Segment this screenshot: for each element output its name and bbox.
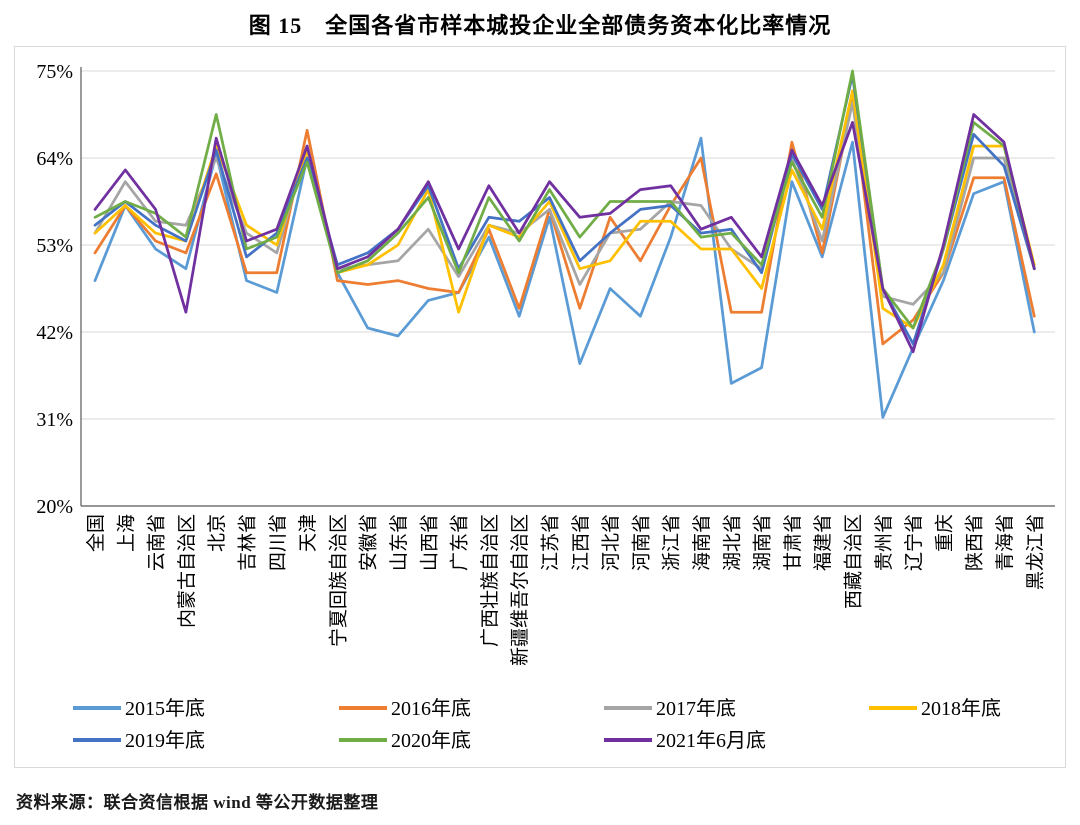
legend-item-2021年6月底: 2021年6月底 — [604, 729, 766, 752]
y-axis-tick-label: 53% — [36, 235, 73, 257]
x-axis-category-label: 上海 — [115, 514, 137, 552]
legend-item-2020年底: 2020年底 — [339, 729, 471, 752]
series-line-2015年底 — [93, 136, 1036, 419]
x-axis-category-label: 河南省 — [630, 514, 652, 571]
y-axis-tick-label: 64% — [36, 148, 73, 170]
x-axis-category-label: 江西省 — [570, 514, 592, 571]
x-axis-category-label: 浙江省 — [661, 514, 683, 571]
source-note: 资料来源：联合资信根据 wind 等公开数据整理 — [16, 793, 379, 812]
series-line-2021年6月底 — [93, 113, 1036, 354]
x-axis-category-label: 青海省 — [994, 514, 1016, 571]
x-axis-category-label: 内蒙古自治区 — [176, 514, 198, 628]
chart-title: 图 15 全国各省市样本城投企业全部债务资本化比率情况 — [248, 13, 832, 38]
x-axis-category-label: 新疆维吾尔自治区 — [509, 514, 531, 666]
x-axis-category-label: 北京 — [206, 514, 228, 552]
x-axis-category-label: 西藏自治区 — [843, 514, 865, 609]
x-axis-category-label: 天津 — [297, 514, 319, 552]
x-axis-category-label: 黑龙江省 — [1024, 514, 1046, 590]
legend-item-2019年底: 2019年底 — [73, 729, 205, 752]
y-axis-tick-label: 20% — [36, 496, 73, 518]
legend-label: 2019年底 — [125, 729, 205, 752]
x-axis-category-label: 云南省 — [146, 514, 168, 571]
x-axis-category-label: 河北省 — [600, 514, 622, 571]
legend-label: 2020年底 — [391, 729, 471, 752]
legend-label: 2017年底 — [656, 697, 736, 720]
x-axis-category-label: 山西省 — [418, 514, 440, 571]
chart-area: 20% 31% 42% 53% 64% 75% 全国 上海 云南省 内蒙古自治区 北京 吉林省 四川省天… — [14, 46, 1066, 768]
legend-item-2015年底: 2015年底 — [73, 697, 205, 720]
x-axis-category-label: 陕西省 — [964, 514, 986, 571]
x-axis-category-label: 辽宁省 — [903, 514, 925, 571]
x-axis-category-label: 广东省 — [449, 514, 471, 571]
x-axis-category-label: 山东省 — [388, 514, 410, 571]
legend-item-2018年底: 2018年底 — [869, 697, 1001, 720]
x-axis-category-label: 宁夏回族自治区 — [327, 514, 349, 647]
x-axis-category-label: 湖南省 — [752, 514, 774, 571]
x-axis-category-label: 海南省 — [691, 514, 713, 571]
legend-item-2016年底: 2016年底 — [339, 697, 471, 720]
x-axis-category-label: 广西壮族自治区 — [479, 514, 501, 647]
x-axis-category-label: 安徽省 — [358, 514, 380, 571]
legend-label: 2018年底 — [921, 697, 1001, 720]
legend-item-2017年底: 2017年底 — [604, 697, 736, 720]
x-axis-category-label: 全国 — [85, 514, 107, 552]
x-axis-category-label: 湖北省 — [721, 514, 743, 571]
y-axis-tick-label: 31% — [36, 409, 73, 431]
x-axis-category-label: 贵州省 — [873, 514, 895, 571]
x-axis-category-label: 吉林省 — [237, 514, 259, 571]
y-axis-tick-label: 42% — [36, 322, 73, 344]
x-axis-category-label: 福建省 — [812, 514, 834, 571]
x-axis-category-label: 四川省 — [267, 514, 289, 571]
x-axis-category-label: 甘肃省 — [782, 514, 804, 571]
legend-label: 2016年底 — [391, 697, 471, 720]
x-axis-category-label: 重庆 — [933, 514, 955, 552]
series-line-2016年底 — [93, 97, 1036, 346]
series-line-2018年底 — [93, 89, 1036, 330]
legend-label: 2021年6月底 — [656, 729, 766, 752]
y-axis-tick-label: 75% — [36, 61, 73, 83]
line-chart: 20% 31% 42% 53% 64% 75% 全国 上海 云南省 内蒙古自治区 北京 吉林省 四川省天… — [36, 61, 1055, 752]
legend-label: 2015年底 — [125, 697, 205, 720]
x-axis-category-label: 江苏省 — [540, 514, 562, 571]
series-line-2020年底 — [93, 69, 1036, 330]
